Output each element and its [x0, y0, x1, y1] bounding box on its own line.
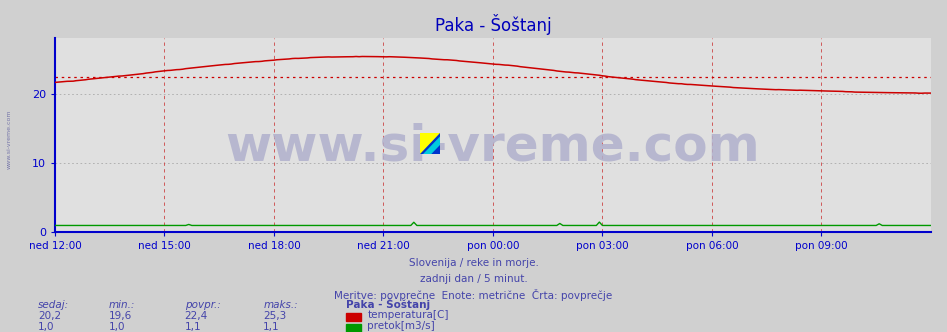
Text: maks.:: maks.: [263, 300, 298, 310]
Text: 1,0: 1,0 [38, 322, 54, 332]
Text: Meritve: povprečne  Enote: metrične  Črta: povprečje: Meritve: povprečne Enote: metrične Črta:… [334, 289, 613, 301]
Text: 25,3: 25,3 [263, 311, 287, 321]
Text: sedaj:: sedaj: [38, 300, 69, 310]
Text: 20,2: 20,2 [38, 311, 61, 321]
Text: zadnji dan / 5 minut.: zadnji dan / 5 minut. [420, 274, 527, 284]
Polygon shape [423, 137, 440, 154]
Polygon shape [420, 133, 440, 154]
Text: povpr.:: povpr.: [185, 300, 221, 310]
Text: 1,1: 1,1 [263, 322, 280, 332]
Text: 1,1: 1,1 [185, 322, 202, 332]
Text: 22,4: 22,4 [185, 311, 208, 321]
Polygon shape [420, 133, 440, 154]
Text: 1,0: 1,0 [109, 322, 125, 332]
Title: Paka - Šoštanj: Paka - Šoštanj [435, 14, 551, 35]
Text: pretok[m3/s]: pretok[m3/s] [367, 321, 436, 331]
Text: www.si-vreme.com: www.si-vreme.com [7, 110, 12, 169]
Text: temperatura[C]: temperatura[C] [367, 310, 449, 320]
Text: 19,6: 19,6 [109, 311, 133, 321]
Text: Paka - Šoštanj: Paka - Šoštanj [346, 298, 430, 310]
Text: www.si-vreme.com: www.si-vreme.com [225, 123, 760, 171]
Text: min.:: min.: [109, 300, 135, 310]
Text: Slovenija / reke in morje.: Slovenija / reke in morje. [408, 258, 539, 268]
